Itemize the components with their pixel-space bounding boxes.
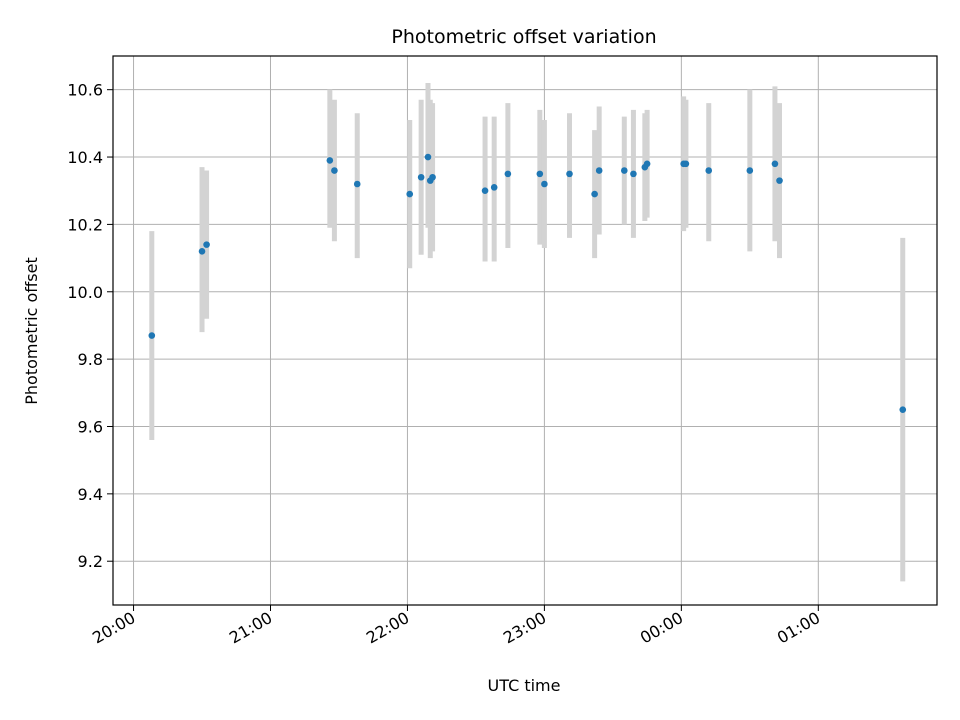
data-points bbox=[148, 153, 907, 413]
y-tick-label: 9.6 bbox=[78, 417, 103, 436]
y-tick-label: 9.4 bbox=[78, 485, 103, 504]
data-point bbox=[541, 180, 548, 188]
data-point bbox=[148, 332, 156, 339]
data-point bbox=[899, 406, 907, 413]
y-axis-title: Photometric offset bbox=[22, 257, 41, 405]
data-point bbox=[504, 170, 512, 178]
data-point bbox=[490, 184, 498, 191]
data-point bbox=[630, 170, 637, 178]
y-tick-label: 10.2 bbox=[67, 215, 103, 234]
chart-title: Photometric offset variation bbox=[391, 26, 656, 48]
data-point bbox=[776, 177, 783, 184]
y-tick-label: 9.8 bbox=[78, 350, 103, 369]
data-point bbox=[353, 180, 361, 188]
data-point bbox=[198, 248, 206, 255]
x-axis-title: UTC time bbox=[488, 676, 561, 695]
y-tick-label: 10.6 bbox=[67, 81, 103, 100]
data-point bbox=[536, 170, 544, 178]
data-point bbox=[429, 173, 436, 181]
plot-frame bbox=[112, 55, 938, 606]
data-point bbox=[326, 157, 334, 164]
y-tick-label: 9.2 bbox=[78, 552, 103, 571]
data-point bbox=[595, 167, 603, 174]
data-point bbox=[424, 153, 432, 161]
y-tick-label: 10.0 bbox=[67, 283, 103, 302]
data-point bbox=[566, 170, 573, 178]
data-point bbox=[406, 190, 414, 198]
data-point bbox=[746, 167, 754, 174]
data-point bbox=[705, 167, 713, 174]
data-point bbox=[591, 190, 598, 198]
data-point bbox=[331, 167, 338, 174]
data-point bbox=[417, 173, 425, 181]
data-point bbox=[682, 160, 690, 168]
data-point bbox=[203, 241, 210, 248]
data-point bbox=[481, 187, 489, 195]
data-point bbox=[643, 160, 651, 168]
data-point bbox=[771, 160, 779, 168]
y-tick-label: 10.4 bbox=[67, 148, 103, 167]
y-axis-ticks: 9.2 9.4 9.6 9.8 10.0 10.2 10.4 10.6 bbox=[67, 81, 113, 571]
data-point bbox=[620, 167, 628, 174]
